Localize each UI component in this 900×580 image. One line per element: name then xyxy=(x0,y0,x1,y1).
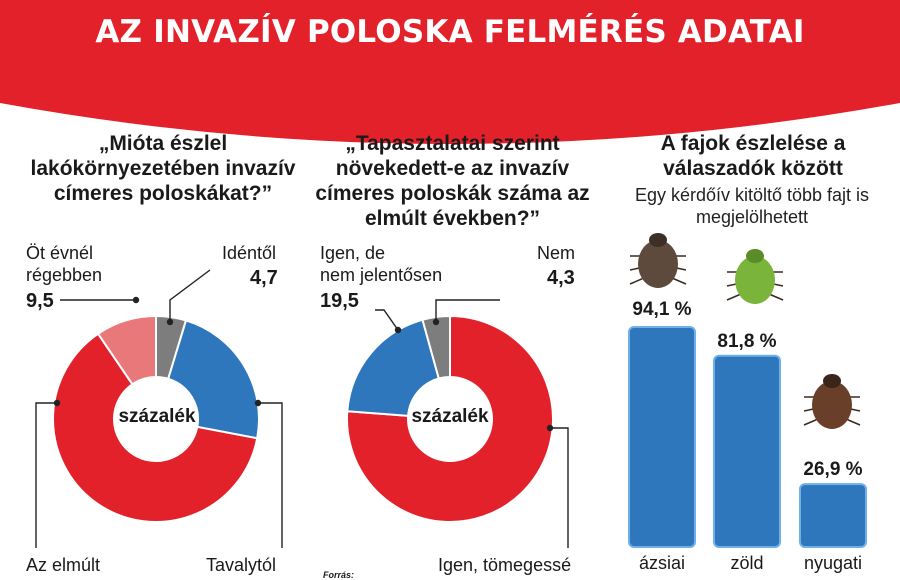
header-banner xyxy=(0,0,900,144)
bar-zöld xyxy=(713,354,781,549)
chart3-subtitle: Egy kérdőív kitöltő több fajt is megjelö… xyxy=(634,185,870,227)
western-conifer-bug-icon xyxy=(803,374,861,429)
chart1-value-this-year: 4,7 xyxy=(250,267,278,289)
green-stink-bug-icon xyxy=(726,249,784,304)
bar-value-label-green: 81,8 % xyxy=(717,331,777,352)
chart2-slice-igen-t-megess- xyxy=(346,314,554,523)
chart2-label-top-left-line2: nem jelentősen xyxy=(320,265,443,285)
chart1-label-bottom-right: Tavalytól xyxy=(206,555,277,575)
chart2-label-bottom-right: Igen, tömegessé xyxy=(438,555,572,575)
bar-category-asian: ázsiai xyxy=(638,553,686,573)
chart1-leader-past-dot xyxy=(53,399,61,407)
source-label: Forrás: xyxy=(323,570,355,580)
bar-value-label-western: 26,9 % xyxy=(803,459,863,480)
banner-shape xyxy=(0,0,900,144)
chart1-leader-last-year-dot xyxy=(254,399,262,407)
chart2-value-not-significant: 19,5 xyxy=(320,290,359,312)
chart2-slice-nem xyxy=(421,314,451,380)
chart2-value-no: 4,3 xyxy=(547,267,575,289)
chart3-title: A fajok észlelése a válaszadók között xyxy=(660,132,846,180)
chart1-slice-az-elm-lt xyxy=(52,332,259,523)
page-title: AZ INVAZÍV POLOSKA FELMÉRÉS ADATAI xyxy=(95,14,805,50)
chart1-leader-past xyxy=(35,402,57,548)
chart1-label-top-left-line1: Öt évnél xyxy=(26,243,94,263)
chart2-title: „Tapasztalatai szerint növekedett-e az i… xyxy=(315,132,590,230)
chart2-leader-not-significant xyxy=(375,309,399,331)
chart1-value-five-years: 9,5 xyxy=(26,290,54,312)
chart2-label-top-right: Nem xyxy=(537,243,576,263)
chart2-leader-no xyxy=(435,299,500,322)
bar-ázsiai xyxy=(628,326,696,548)
chart2-leader-mass-dot xyxy=(546,424,554,432)
chart1-label-top-right: Idéntől xyxy=(222,243,277,263)
chart2-center-label: százalék xyxy=(411,406,489,427)
chart1-leader-last-year xyxy=(258,402,283,548)
chart1-slice--t-vn-l-r-gebben xyxy=(96,314,157,386)
chart1-center-label: százalék xyxy=(118,406,196,427)
chart1-label-bottom-left: Az elmúlt xyxy=(26,555,101,575)
chart1-slice-tavalyt-l xyxy=(166,319,260,440)
chart1-title: „Mióta észlel lakókörnyezetében invazív … xyxy=(30,132,296,205)
chart1-leader-five-years-dot xyxy=(132,296,140,304)
bar-value-label-asian: 94,1 % xyxy=(632,299,692,320)
chart2-label-top-left-line1: Igen, de xyxy=(320,243,386,263)
bar-nyugati xyxy=(799,483,867,549)
chart2-slice-igen-de-nem-jelent-sen xyxy=(346,318,441,417)
chart2-leader-mass xyxy=(550,427,569,548)
chart1-label-top-left-line2: régebben xyxy=(26,265,103,285)
chart2-leader-no-dot xyxy=(432,318,440,326)
brown-stink-bug-icon xyxy=(629,233,687,288)
bar-category-western: nyugati xyxy=(803,553,863,573)
chart2-leader-not-significant-dot xyxy=(394,326,402,334)
chart1-leader-this-year xyxy=(169,269,211,322)
bar-category-green: zöld xyxy=(730,553,764,573)
chart1-leader-this-year-dot xyxy=(166,318,174,326)
